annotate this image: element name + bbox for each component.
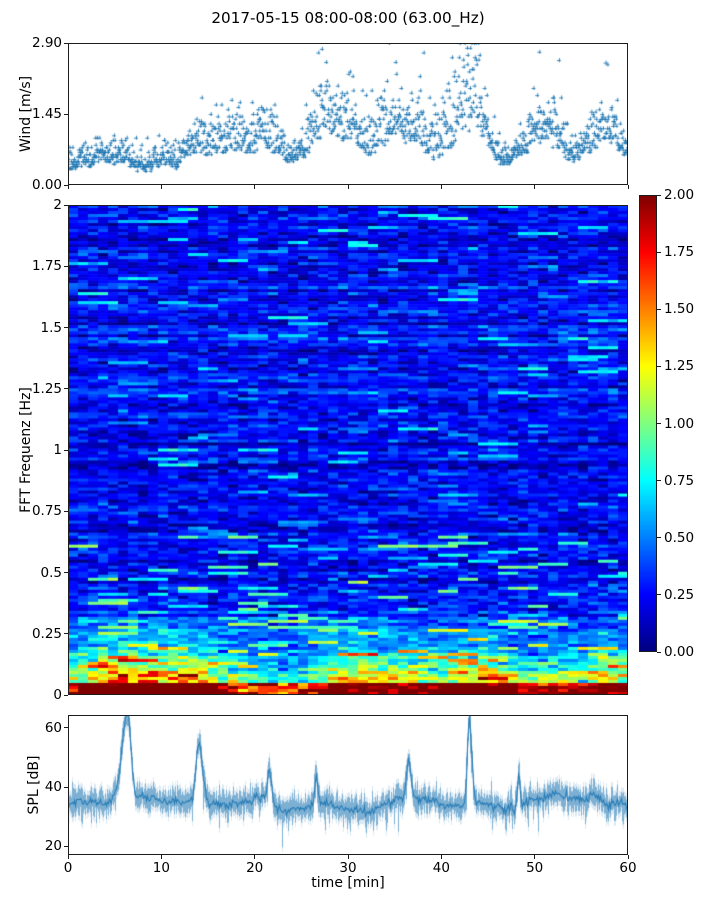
colorbar-tick-mark: [657, 251, 661, 253]
y-tick-label: 0.00: [31, 177, 62, 193]
colorbar-tick-label: 0.50: [664, 529, 695, 546]
colorbar-tick-label: 1.75: [664, 244, 695, 261]
spl-line-canvas: [68, 715, 628, 855]
y-tick-label: 1.25: [31, 380, 62, 397]
colorbar-tick-label: 0.75: [664, 472, 695, 489]
y-tick-label: 0.5: [40, 564, 62, 581]
y-tick-mark: [64, 633, 68, 635]
x-axis-label: time [min]: [311, 875, 385, 891]
x-tick-mark: [67, 185, 69, 189]
colorbar-tick-label: 1.25: [664, 358, 695, 375]
spectrogram-canvas: [68, 205, 628, 695]
colorbar: [639, 195, 657, 652]
y-tick-label: 1.45: [31, 106, 62, 122]
y-tick-mark: [64, 184, 68, 186]
y-tick-mark: [64, 572, 68, 573]
x-tick-label: 60: [619, 860, 637, 876]
x-tick-label: 0: [63, 860, 73, 876]
colorbar-tick-mark: [657, 365, 661, 367]
y-tick-mark: [64, 113, 68, 115]
y-tick-mark: [64, 265, 68, 267]
y-tick-mark: [64, 204, 68, 206]
x-tick-mark: [347, 185, 349, 189]
x-tick-mark: [440, 855, 442, 859]
x-tick-mark: [67, 855, 69, 859]
x-tick-mark: [254, 185, 256, 189]
y-tick-mark: [64, 42, 68, 44]
x-tick-mark: [440, 185, 442, 189]
y-tick-label: 0.75: [31, 503, 62, 520]
x-tick-label: 20: [246, 860, 264, 876]
colorbar-tick-mark: [657, 423, 661, 424]
x-tick-label: 50: [526, 860, 544, 876]
x-tick-mark: [254, 855, 256, 859]
x-tick-mark: [627, 855, 629, 859]
y-tick-label: 1: [53, 442, 62, 458]
x-tick-mark: [627, 185, 629, 189]
colorbar-tick-label: 0.25: [664, 586, 695, 603]
x-tick-mark: [347, 855, 349, 859]
y-tick-label: 1.75: [31, 258, 62, 275]
colorbar-tick-mark: [657, 480, 661, 482]
colorbar-tick-mark: [657, 308, 661, 310]
y-tick-label: 0.25: [31, 625, 62, 642]
colorbar-canvas: [639, 195, 657, 652]
y-tick-mark: [64, 786, 68, 788]
y-tick-mark: [64, 449, 68, 451]
y-tick-label: 2.90: [31, 35, 62, 51]
x-tick-mark: [534, 185, 536, 189]
x-tick-label: 30: [339, 860, 357, 876]
y-tick-label: 20: [44, 838, 62, 855]
wind-plot: [68, 43, 628, 185]
x-tick-mark: [534, 855, 536, 859]
spectrogram-plot: [68, 205, 628, 695]
x-tick-label: 40: [432, 860, 450, 876]
wind-scatter-canvas: [68, 43, 628, 185]
spl-plot: [68, 715, 628, 855]
y-tick-label: 40: [44, 779, 62, 796]
y-tick-label: 60: [44, 719, 62, 736]
colorbar-tick-label: 2.00: [664, 187, 695, 203]
y-tick-mark: [64, 510, 68, 512]
x-tick-mark: [160, 185, 162, 189]
colorbar-tick-mark: [657, 594, 661, 596]
colorbar-tick-label: 1.00: [664, 415, 695, 432]
y-tick-mark: [64, 694, 68, 696]
x-tick-mark: [160, 855, 162, 859]
colorbar-tick-label: 0.00: [664, 644, 695, 660]
colorbar-tick-mark: [657, 194, 661, 196]
y-tick-label: 0: [53, 687, 62, 703]
colorbar-tick-label: 1.50: [664, 301, 695, 318]
x-tick-label: 10: [152, 860, 170, 876]
colorbar-tick-mark: [657, 651, 661, 653]
y-tick-mark: [64, 727, 68, 729]
y-tick-label: 2: [53, 197, 62, 213]
y-tick-mark: [64, 327, 68, 328]
y-tick-mark: [64, 845, 68, 847]
colorbar-tick-mark: [657, 537, 661, 539]
figure-title: 2017-05-15 08:00-08:00 (63.00_Hz): [211, 9, 485, 27]
y-tick-mark: [64, 388, 68, 390]
y-tick-label: 1.5: [40, 319, 62, 336]
